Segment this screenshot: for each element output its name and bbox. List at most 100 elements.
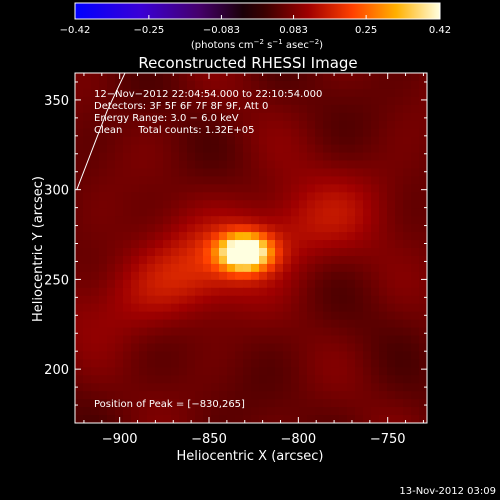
heatmap-cell — [171, 232, 180, 241]
heatmap-cell — [91, 240, 100, 249]
heatmap-cell — [347, 120, 356, 130]
heatmap-cell — [259, 248, 268, 257]
heatmap-cell — [419, 415, 427, 423]
heatmap-cell — [395, 399, 404, 408]
heatmap-cell — [219, 96, 228, 106]
heatmap-cell — [115, 287, 124, 297]
heatmap-cell — [387, 136, 396, 146]
heatmap-cell — [347, 216, 356, 225]
heatmap-cell — [411, 271, 420, 281]
heatmap-cell — [323, 88, 332, 98]
heatmap-cell — [411, 128, 420, 138]
heatmap-cell — [283, 160, 292, 170]
heatmap-cell — [75, 208, 84, 217]
heatmap-cell — [171, 200, 180, 209]
heatmap-cell — [259, 255, 268, 265]
heatmap-cell — [267, 168, 276, 177]
heatmap-cell — [331, 80, 340, 90]
heatmap-cell — [395, 343, 404, 352]
heatmap-cell — [315, 168, 324, 177]
heatmap-cell — [307, 359, 316, 368]
heatmap-cell — [379, 359, 388, 368]
heatmap-cell — [147, 184, 156, 193]
heatmap-cell — [195, 327, 204, 337]
heatmap-cell — [75, 112, 84, 122]
heatmap-cell — [243, 335, 252, 345]
heatmap-cell — [395, 192, 404, 201]
heatmap-cell — [379, 287, 388, 297]
heatmap-cell — [283, 335, 292, 345]
heatmap-cell — [363, 88, 372, 98]
heatmap-cell — [83, 88, 92, 98]
heatmap-cell — [139, 311, 148, 321]
heatmap-cell — [123, 367, 132, 376]
heatmap-cell — [211, 279, 220, 289]
heatmap-cell — [171, 415, 180, 423]
heatmap-cell — [307, 80, 316, 90]
colorbar-units: (photons cm−2 s−1 asec−2) — [191, 38, 323, 51]
heatmap-cell — [331, 96, 340, 106]
heatmap-cell — [163, 73, 172, 82]
heatmap-cell — [219, 295, 228, 305]
heatmap-cell — [99, 263, 108, 273]
heatmap-cell — [419, 176, 427, 185]
heatmap-cell — [155, 216, 164, 225]
heatmap-cell — [243, 375, 252, 384]
heatmap-cell — [323, 192, 332, 201]
heatmap-cell — [251, 263, 260, 273]
heatmap-cell — [131, 144, 140, 154]
heatmap-cell — [187, 120, 196, 130]
heatmap-cell — [363, 120, 372, 130]
heatmap-cell — [219, 248, 228, 257]
heatmap-cell — [275, 367, 284, 376]
heatmap-cell — [131, 128, 140, 138]
heatmap-cell — [339, 407, 348, 416]
heatmap-cell — [139, 73, 148, 82]
heatmap-cell — [195, 375, 204, 384]
heatmap-cell — [83, 240, 92, 249]
heatmap-cell — [275, 80, 284, 90]
heatmap-cell — [227, 415, 236, 423]
heatmap-cell — [347, 104, 356, 114]
heatmap-cell — [259, 224, 268, 233]
heatmap-cell — [171, 287, 180, 297]
heatmap-cell — [123, 303, 132, 313]
heatmap-cell — [99, 168, 108, 177]
heatmap-cell — [419, 168, 427, 177]
heatmap-cell — [219, 271, 228, 281]
heatmap-cell — [179, 88, 188, 98]
heatmap-cell — [379, 303, 388, 313]
heatmap-cell — [251, 407, 260, 416]
heatmap-cell — [323, 160, 332, 170]
heatmap-cell — [235, 383, 244, 392]
heatmap-cell — [155, 128, 164, 138]
heatmap-cell — [203, 184, 212, 193]
heatmap-cell — [115, 104, 124, 114]
heatmap-cell — [155, 335, 164, 345]
heatmap-cell — [75, 232, 84, 241]
heatmap-cell — [363, 407, 372, 416]
heatmap-cell — [211, 240, 220, 249]
colorbar-tick-label: −0.25 — [134, 25, 165, 36]
heatmap-cell — [203, 311, 212, 321]
heatmap-cell — [91, 128, 100, 138]
heatmap-cell — [275, 96, 284, 106]
heatmap-cell — [299, 263, 308, 273]
heatmap-cell — [267, 311, 276, 321]
heatmap-cell — [339, 295, 348, 305]
heatmap-cell — [275, 248, 284, 257]
heatmap-cell — [347, 367, 356, 376]
heatmap-cell — [411, 279, 420, 289]
heatmap-cell — [355, 216, 364, 225]
heatmap-cell — [411, 224, 420, 233]
heatmap-cell — [331, 303, 340, 313]
heatmap-cell — [411, 192, 420, 201]
heatmap-cell — [283, 248, 292, 257]
heatmap-cell — [131, 295, 140, 305]
heatmap-cell — [235, 160, 244, 170]
heatmap-cell — [147, 375, 156, 384]
heatmap-cell — [323, 311, 332, 321]
heatmap-cell — [299, 367, 308, 376]
heatmap-cell — [171, 184, 180, 193]
heatmap-cell — [179, 168, 188, 177]
